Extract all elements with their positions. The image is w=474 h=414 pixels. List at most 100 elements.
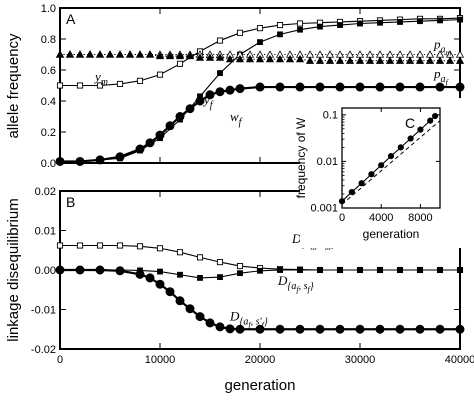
series-d-a-f-s-f-point <box>315 324 325 334</box>
series-annotation: D{af, sf} <box>277 273 314 294</box>
series-d-a-m-s-m-point <box>136 243 144 250</box>
panel-c-ticks: 0 4000 8000 0.001 0.01 0.1 <box>310 108 440 224</box>
panel-a: A allele frequency 0.0 0.2 0.4 0.6 0.8 1.0 ym… <box>5 3 465 170</box>
series-w-f <box>55 82 465 166</box>
series-d-a-f-s-f-point <box>195 312 205 322</box>
series-d-a-f-s-f-point <box>157 268 163 275</box>
series-w-f-point <box>195 96 205 106</box>
series-y-f-point <box>217 70 223 76</box>
panel-b-series <box>55 242 465 334</box>
series-observed <box>338 112 439 205</box>
series-p-af-point <box>115 50 125 58</box>
y-tick-label: 0.02 <box>35 186 56 198</box>
series-p-af-point <box>375 56 385 64</box>
series-d-a-f-s-f-point <box>335 324 345 334</box>
panel-a-series <box>55 15 465 166</box>
series-d-a-f-s-f-point <box>455 324 465 334</box>
series-p-af-point <box>265 54 275 63</box>
series-d-a-f-s-f-point <box>177 271 183 278</box>
series-p-af-point <box>165 51 175 60</box>
series-p-af-point <box>65 50 75 58</box>
series-d-a-f-s-f-point <box>235 324 245 334</box>
series-observed-point <box>358 180 365 187</box>
series-p-af-point <box>145 50 155 58</box>
series-observed-point <box>427 117 434 124</box>
panel-c: C frequency of W generation 0 4000 8000 0.0… <box>294 98 470 248</box>
series-annotation: ym <box>93 69 108 88</box>
series-w-f-point <box>215 87 225 97</box>
y-tick-label: 0.4 <box>41 96 56 108</box>
y-tick-label: 0.8 <box>41 34 56 46</box>
series-p-af-point <box>405 56 415 64</box>
series-p-af-point <box>205 53 215 61</box>
series-p-af-point <box>175 51 185 60</box>
series-w-f-point <box>375 82 385 92</box>
series-observed-point <box>387 152 395 160</box>
panel-c-xlabel: generation <box>363 227 420 241</box>
series-d-a-f-s-f <box>55 265 465 334</box>
series-p-af-point <box>255 54 265 63</box>
series-d-a-f-s-f-point <box>317 267 323 273</box>
series-p-af-point <box>285 54 295 63</box>
x-tick-label: 4000 <box>369 212 393 224</box>
panel-b-xlabel: generation <box>225 377 296 394</box>
series-d-a-f-s-f-point <box>217 274 223 281</box>
series-d-a-f-s-f-point <box>357 267 363 273</box>
x-tick-label: 40000 <box>445 354 474 366</box>
series-p-af-point <box>415 56 425 64</box>
series-y-m-point <box>156 71 164 78</box>
series-y-f-point <box>397 19 403 25</box>
series-d-a-f-s-f-point <box>297 267 303 273</box>
series-y-m-point <box>76 82 84 89</box>
series-d-a-f-s-f-point <box>437 267 443 273</box>
series-w-f-point <box>115 152 125 162</box>
series-p-af-point <box>355 56 365 64</box>
series-y-f-point <box>337 22 343 28</box>
series-y-m-point <box>296 20 304 27</box>
x-tick-label: 20000 <box>245 354 276 366</box>
series-d-a-f-s-f-point <box>165 287 175 297</box>
series-d-a-f-s-f-point <box>397 267 403 273</box>
series-predicted <box>341 120 441 205</box>
series-y-f-point <box>417 18 423 25</box>
series-p-am-point <box>355 50 365 58</box>
series-y-m-point <box>276 22 284 29</box>
series-d-a-f-s-f-point <box>417 267 423 273</box>
series-p-af-point <box>385 56 395 64</box>
series-observed-point <box>432 112 439 120</box>
series-p-af-point <box>85 50 95 58</box>
series-observed-point <box>348 188 355 196</box>
series-w-f-point <box>275 82 285 92</box>
series-p-af-point <box>445 56 455 64</box>
series-observed-point <box>417 126 424 133</box>
series-w-f-point <box>455 82 465 92</box>
series-p-af-point <box>135 50 145 58</box>
series-observed-point <box>407 135 414 142</box>
series-p-af-point <box>325 56 335 64</box>
series-p-af-point <box>155 51 165 60</box>
series-d-a-f-s-f-point <box>95 265 105 275</box>
x-tick-label: 0 <box>57 354 63 366</box>
series-w-f-point <box>165 121 175 131</box>
panel-c-frame <box>341 107 441 209</box>
series-d-a-f-s-f-point <box>175 296 185 306</box>
series-y-f-point <box>257 39 263 45</box>
series-y-f-point <box>297 26 303 33</box>
x-tick-label: 10000 <box>145 354 176 366</box>
series-d-a-f-s-f-point <box>115 266 125 276</box>
series-d-a-f-s-f-point <box>255 324 265 334</box>
series-observed-point <box>397 144 404 151</box>
y-tick-label: 0.01 <box>317 156 338 168</box>
series-w-f-point <box>395 82 405 92</box>
series-y-f-point <box>377 19 383 26</box>
series-w-f-point <box>175 112 185 121</box>
series-p-af-point <box>105 50 115 58</box>
series-w-f-point <box>155 130 165 140</box>
panel-b-letter: B <box>66 194 75 210</box>
series-w-f-point <box>255 82 265 92</box>
series-d-a-f-s-f-point <box>185 304 195 314</box>
series-p-am-point <box>365 50 375 58</box>
series-p-af-point <box>55 50 65 58</box>
series-p-af-point <box>295 54 305 63</box>
series-p-af-point <box>365 56 375 64</box>
